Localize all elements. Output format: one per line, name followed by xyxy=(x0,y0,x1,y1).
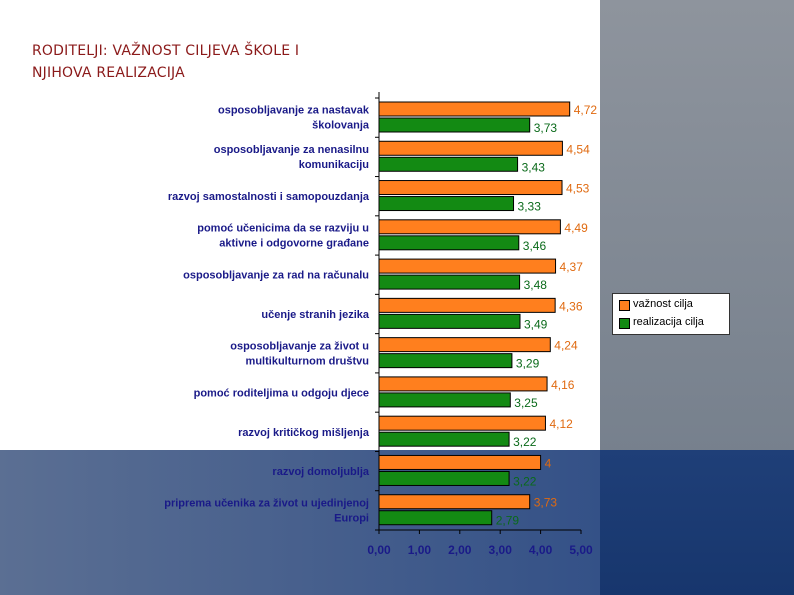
bar-realization xyxy=(378,470,510,486)
data-label-realization: 3,22 xyxy=(513,435,537,449)
data-label-realization: 3,33 xyxy=(518,200,542,214)
data-label-importance: 4,36 xyxy=(559,299,583,313)
data-label-realization: 3,43 xyxy=(522,160,546,174)
category-label: pomoć roditeljima u odgoju djece xyxy=(194,388,369,400)
x-tick-label: 4,00 xyxy=(529,543,553,557)
category-label: aktivne i odgovorne građane xyxy=(219,237,369,249)
bar-importance xyxy=(378,415,546,431)
bar-importance xyxy=(378,494,531,510)
bar-importance xyxy=(378,140,563,156)
category-label: osposobljavanje za nenasilnu xyxy=(214,144,369,156)
data-label-importance: 4,72 xyxy=(574,103,598,117)
bar-importance xyxy=(378,297,556,313)
legend-label-importance: važnost cilja xyxy=(633,298,693,310)
data-label-realization: 3,48 xyxy=(524,278,548,292)
legend-swatch-realization xyxy=(619,318,630,329)
data-label-importance: 3,73 xyxy=(534,496,558,510)
data-label-realization: 3,49 xyxy=(524,317,548,331)
bar-realization xyxy=(378,156,519,172)
category-label: razvoj kritičkog mišljenja xyxy=(238,427,370,439)
category-label: učenje stranih jezika xyxy=(261,309,369,321)
x-tick-label: 5,00 xyxy=(569,543,593,557)
x-tick-label: 1,00 xyxy=(408,543,432,557)
bar-importance xyxy=(378,219,561,235)
data-label-importance: 4,12 xyxy=(549,417,573,431)
bar-realization xyxy=(378,117,531,133)
category-label: multikulturnom društvu xyxy=(246,355,369,367)
data-label-importance: 4,49 xyxy=(564,221,588,235)
data-label-realization: 3,73 xyxy=(534,121,558,135)
category-label: Europi xyxy=(334,512,369,524)
bar-importance xyxy=(378,180,563,196)
data-label-realization: 2,79 xyxy=(496,514,520,528)
x-tick-label: 3,00 xyxy=(489,543,513,557)
bar-realization xyxy=(378,510,493,526)
bar-importance xyxy=(378,376,548,392)
slide-title: RODITELJI: VAŽNOST CILJEVA ŠKOLE I NJIHO… xyxy=(32,43,300,81)
bar-realization xyxy=(378,235,520,251)
bar-importance xyxy=(378,101,571,117)
category-label: priprema učenika za život u ujedinjenoj xyxy=(164,497,369,509)
right-lower-decor-band xyxy=(600,450,794,595)
category-label: osposobljavanje za nastavak xyxy=(218,105,370,117)
category-label: pomoć učenicima da se razviju u xyxy=(197,222,369,234)
data-label-importance: 4 xyxy=(545,456,552,470)
category-label: osposobljavanje za rad na računalu xyxy=(183,270,369,282)
bar-importance xyxy=(378,258,557,274)
category-label: osposobljavanje za život u xyxy=(230,340,369,352)
data-label-realization: 3,25 xyxy=(514,396,538,410)
data-label-realization: 3,22 xyxy=(513,474,537,488)
category-label: komunikaciju xyxy=(299,159,369,171)
data-label-realization: 3,46 xyxy=(523,239,547,253)
bar-realization xyxy=(378,392,511,408)
data-label-importance: 4,53 xyxy=(566,182,590,196)
data-label-importance: 4,24 xyxy=(554,339,578,353)
bar-realization xyxy=(378,274,521,290)
x-tick-label: 0,00 xyxy=(367,543,391,557)
bar-realization xyxy=(378,196,515,212)
legend-label-realization: realizacija cilja xyxy=(633,316,704,328)
category-label: školovanja xyxy=(312,120,370,132)
bar-realization xyxy=(378,313,521,329)
data-label-importance: 4,16 xyxy=(551,378,575,392)
x-tick-label: 2,00 xyxy=(448,543,472,557)
data-label-importance: 4,54 xyxy=(566,142,590,156)
data-label-realization: 3,29 xyxy=(516,357,540,371)
category-label: razvoj samostalnosti i samopouzdanja xyxy=(168,191,370,203)
bar-realization xyxy=(378,431,510,447)
bar-importance xyxy=(378,337,551,353)
category-label: razvoj domoljublja xyxy=(272,466,369,478)
data-label-importance: 4,37 xyxy=(560,260,584,274)
legend-swatch-importance xyxy=(619,300,630,311)
chart-legend: važnost cilja realizacija cilja xyxy=(612,293,730,335)
bar-realization xyxy=(378,353,513,369)
bar-importance xyxy=(378,454,542,470)
